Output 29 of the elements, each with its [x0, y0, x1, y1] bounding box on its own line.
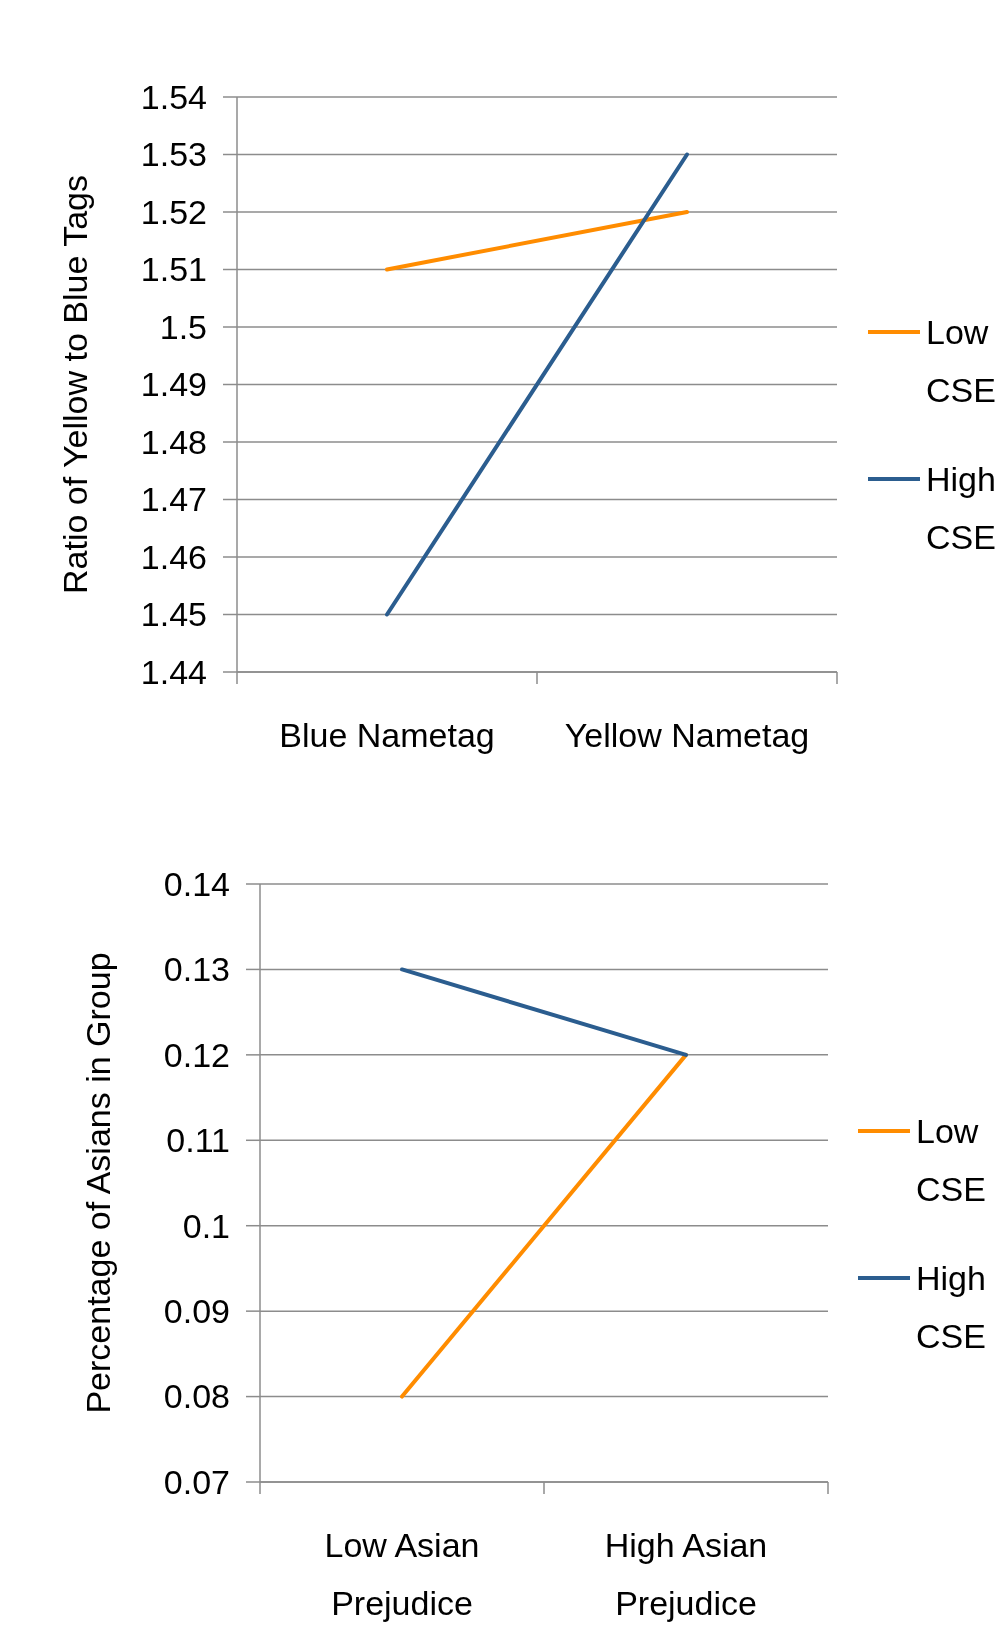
y-tick-label: 0.08	[163, 1377, 230, 1416]
x-tick-label: Yellow Nametag	[564, 716, 810, 754]
y-tick-label: 0.07	[163, 1462, 230, 1501]
y-tick-label: 1.46	[140, 537, 207, 576]
x-tick-label: High Asian Prejudice	[604, 1526, 768, 1622]
x-tick-label: Blue Nametag	[279, 716, 495, 754]
y-tick-label: 1.49	[140, 365, 207, 404]
y-tick-label: 0.13	[163, 950, 230, 989]
y-axis-title: Ratio of Yellow to Blue Tags	[56, 175, 94, 594]
y-tick-label: 0.14	[163, 864, 230, 903]
y-tick-label: 1.51	[140, 250, 207, 289]
y-axis-title: Percentage of Asians in Group	[79, 952, 117, 1414]
legend-label: Low CSE	[926, 312, 996, 409]
y-tick-label: 0.1	[182, 1206, 230, 1245]
y-tick-label: 0.11	[166, 1121, 230, 1160]
legend-label: High CSE	[926, 459, 996, 556]
y-tick-label: 1.44	[140, 652, 207, 691]
y-tick-label: 1.53	[140, 135, 207, 174]
y-tick-label: 1.48	[140, 422, 207, 461]
y-tick-label: 0.12	[163, 1035, 230, 1074]
legend-label: High CSE	[916, 1258, 986, 1355]
y-tick-label: 1.45	[140, 595, 207, 634]
y-tick-label: 0.09	[163, 1292, 230, 1331]
y-tick-label: 1.47	[140, 480, 207, 519]
legend-label: Low CSE	[916, 1111, 986, 1208]
y-tick-label: 1.54	[140, 77, 207, 116]
x-tick-label: Low Asian Prejudice	[324, 1526, 480, 1622]
y-tick-label: 1.52	[140, 192, 207, 231]
y-tick-label: 1.5	[159, 307, 207, 346]
